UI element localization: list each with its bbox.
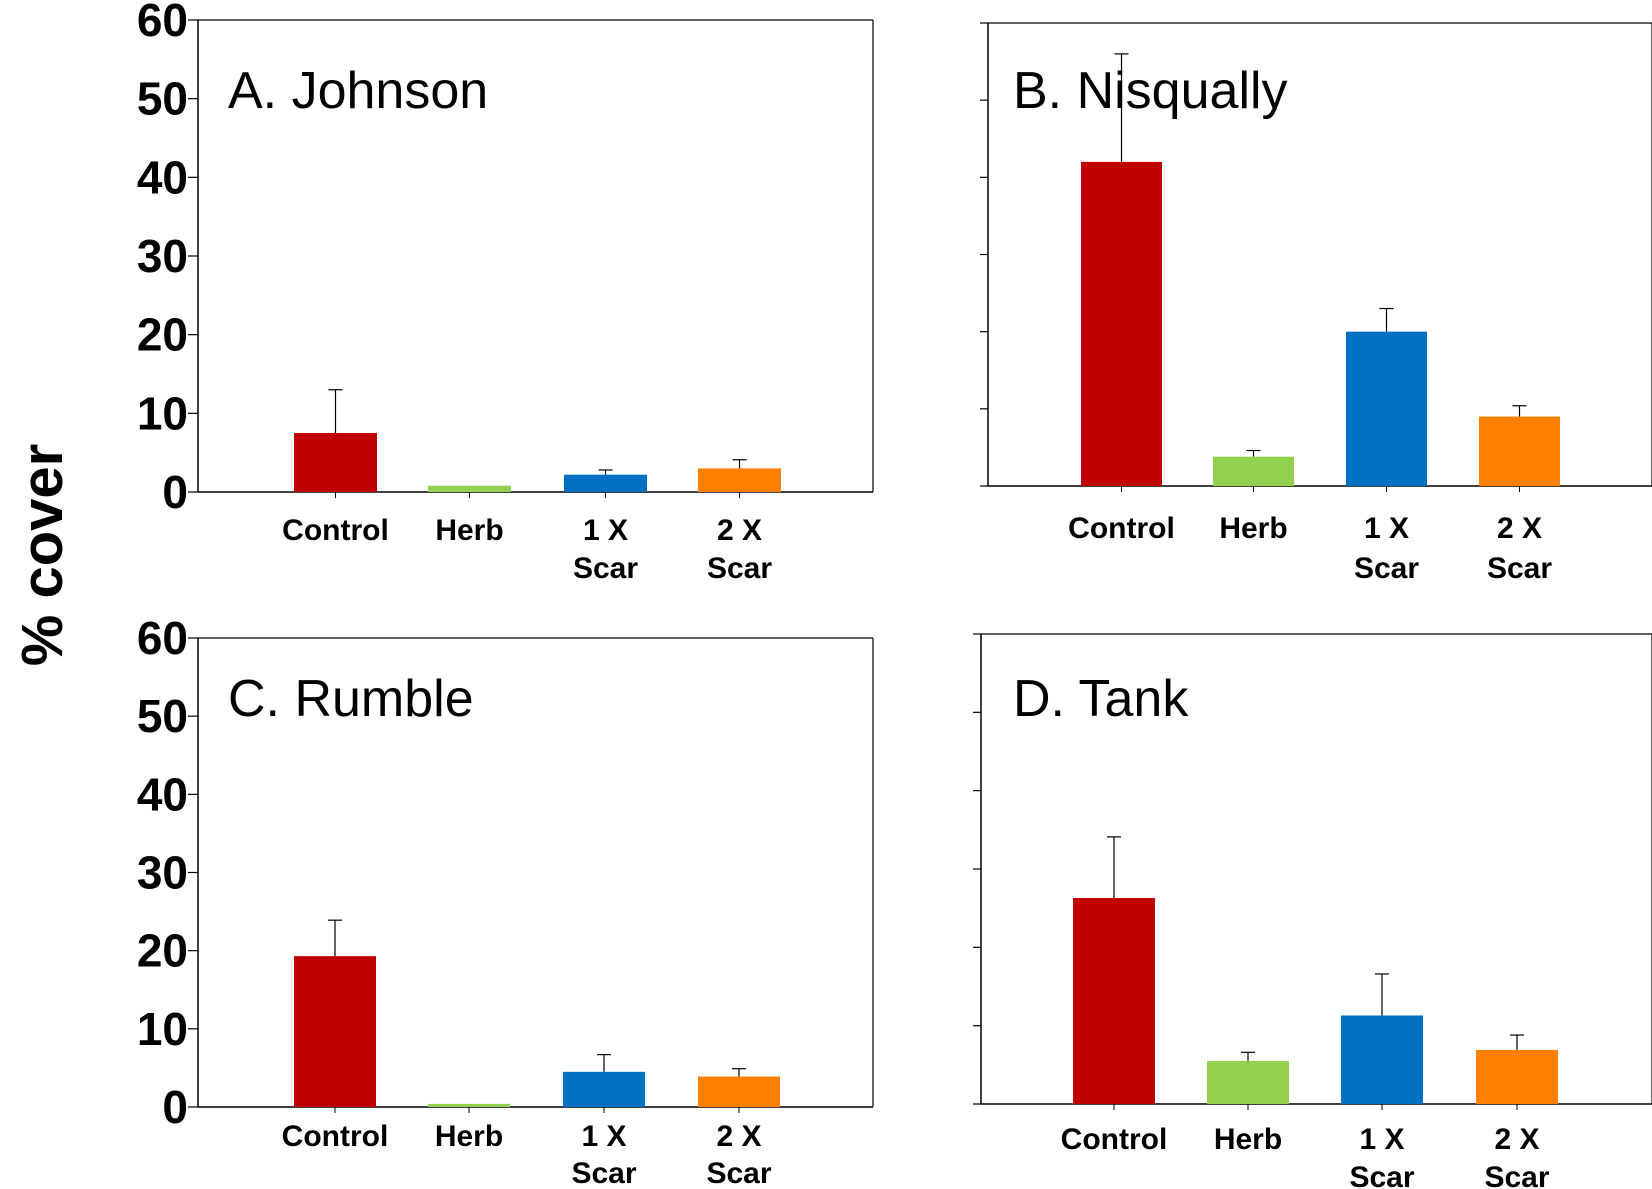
panel-title: A. Johnson [228, 62, 488, 120]
y-tick-label: 40 [137, 768, 188, 820]
y-tick-label: 20 [137, 309, 188, 361]
x-tick-label: 1 X [583, 514, 628, 547]
y-tick-label: 30 [137, 847, 188, 899]
bar-control [1081, 161, 1162, 486]
x-tick-label: 2 X [716, 1120, 761, 1153]
y-tick-label: 20 [137, 925, 188, 977]
bar-herb [428, 485, 511, 492]
x-tick-label: Scar [1487, 552, 1552, 585]
x-tick-label: 2 X [1494, 1123, 1539, 1156]
bar-control [1073, 897, 1155, 1104]
x-tick-label: Scar [1349, 1161, 1414, 1189]
y-tick-label: 60 [137, 0, 188, 46]
bar-control [294, 956, 376, 1107]
y-tick-label: 50 [137, 73, 188, 125]
y-tick-label: 40 [137, 151, 188, 203]
x-tick-label: Scar [1484, 1161, 1549, 1189]
x-tick-label: Herb [435, 1120, 503, 1153]
x-tick-label: Scar [1354, 552, 1419, 585]
x-tick-label: Control [1068, 512, 1175, 545]
bar-1-x-scar [1341, 1015, 1423, 1104]
y-tick-label: 50 [137, 690, 188, 742]
y-tick-label: 0 [162, 466, 188, 518]
x-tick-label: Herb [435, 514, 503, 547]
chart-panel-4: Control Herb 1 X Scar 2 X Scar D. Tank [973, 633, 1652, 1189]
panels: 0 10 20 30 40 50 60 Control Herb 1 X Scar 2 X Scar A.… [137, 0, 1652, 1189]
chart-panel-1: 0 10 20 30 40 50 60 Control Herb 1 X Scar 2 X Scar A.… [137, 0, 874, 585]
x-tick-label: Scar [706, 1157, 771, 1189]
bar-1-x-scar [563, 1071, 645, 1107]
bar-2-x-scar [698, 468, 781, 492]
bar-control [294, 433, 377, 492]
bar-2-x-scar [698, 1076, 780, 1107]
x-tick-label: 2 X [1497, 512, 1542, 545]
y-tick-label: 60 [137, 612, 188, 664]
x-tick-label: Herb [1214, 1123, 1282, 1156]
x-tick-label: Scar [573, 552, 638, 585]
x-tick-label: Herb [1219, 512, 1287, 545]
panel-title: B. Nisqually [1013, 62, 1288, 120]
x-tick-label: Scar [707, 552, 772, 585]
y-tick-label: 10 [137, 387, 188, 439]
x-tick-label: 1 X [581, 1120, 626, 1153]
bar-herb [428, 1103, 510, 1107]
y-tick-label: 30 [137, 230, 188, 282]
y-axis-label: % cover [10, 444, 75, 666]
x-tick-label: 1 X [1359, 1123, 1404, 1156]
x-tick-label: Scar [571, 1157, 636, 1189]
chart-panel-3: 0 10 20 30 40 50 60 Control Herb 1 X Scar 2 X Scar C.… [137, 612, 874, 1189]
panel-title: D. Tank [1013, 670, 1189, 728]
chart-panel-2: Control Herb 1 X Scar 2 X Scar B. Nisqually [980, 22, 1652, 585]
bar-herb [1207, 1060, 1289, 1104]
bar-2-x-scar [1476, 1049, 1558, 1104]
x-tick-label: 2 X [717, 514, 762, 547]
x-tick-label: 1 X [1364, 512, 1409, 545]
bar-1-x-scar [1346, 331, 1427, 486]
x-tick-label: Control [1061, 1123, 1168, 1156]
y-tick-label: 10 [137, 1003, 188, 1055]
y-tick-label: 0 [162, 1081, 188, 1133]
x-tick-label: Control [282, 514, 389, 547]
bar-1-x-scar [564, 474, 647, 492]
panel-title: C. Rumble [228, 670, 474, 728]
bar-herb [1213, 456, 1294, 486]
bar-2-x-scar [1479, 416, 1560, 486]
x-tick-label: Control [282, 1120, 389, 1153]
